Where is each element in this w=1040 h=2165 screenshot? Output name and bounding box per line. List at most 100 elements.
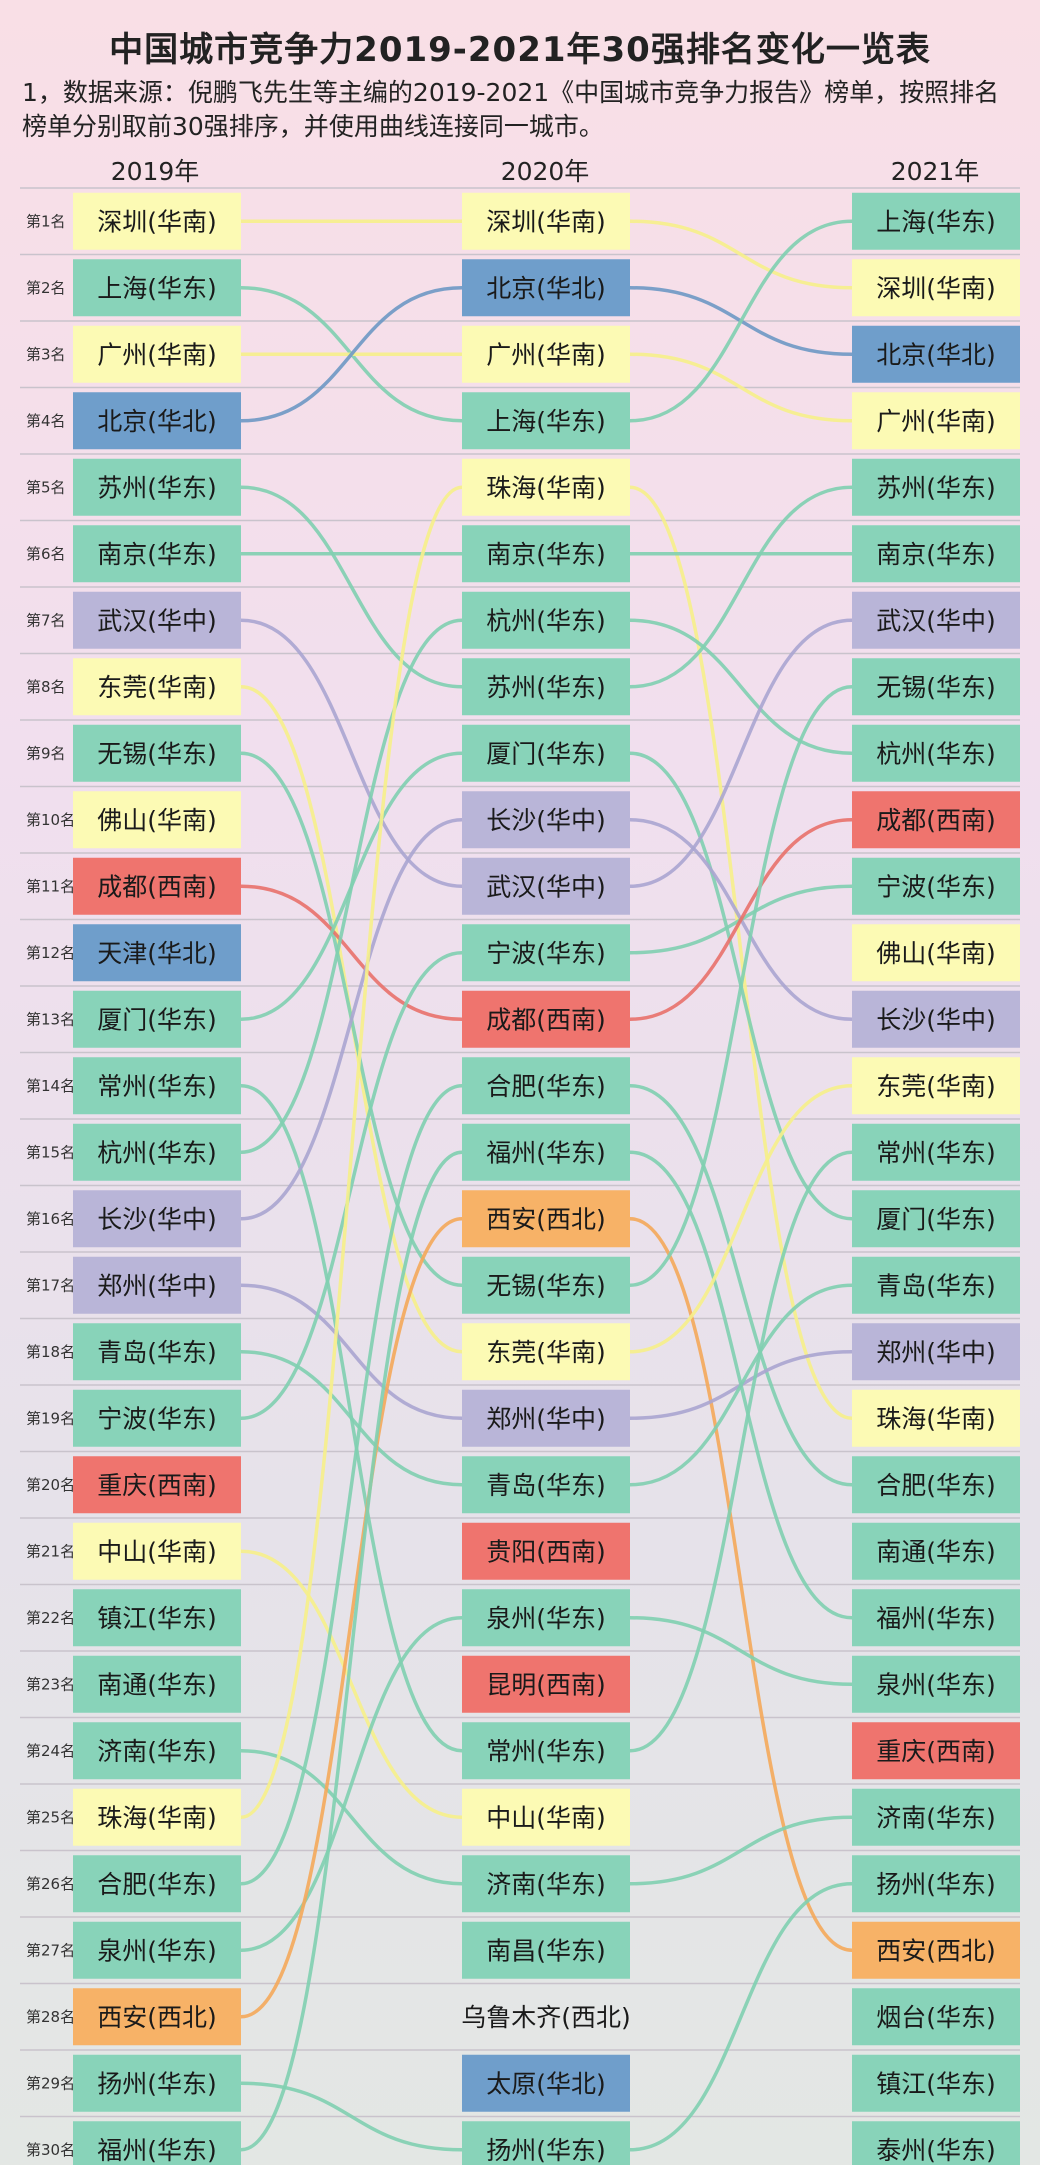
rank-label: 第4名: [26, 412, 66, 430]
city-label: 苏州(华东): [486, 673, 606, 702]
connector-苏州: [240, 485, 463, 689]
rank-label: 第6名: [26, 545, 66, 563]
city-box: 南通(华东): [73, 1655, 241, 1713]
city-label: 镇江(华东): [876, 2069, 996, 2098]
chart-subtitle: 1，数据来源：倪鹏飞先生等主编的2019-2021《中国城市竞争力报告》榜单，按…: [22, 78, 1000, 141]
city-label: 长沙(华中): [97, 1205, 217, 1234]
rank-label: 第5名: [26, 478, 66, 496]
connector-深圳: [629, 219, 853, 290]
city-box-bg: [73, 1389, 241, 1447]
city-box-bg: [73, 1921, 241, 1979]
city-box-bg: [73, 1722, 241, 1780]
city-box-bg: [852, 1855, 1020, 1913]
city-box-bg: [852, 1389, 1020, 1447]
rank-label: 第8名: [26, 678, 66, 696]
city-box: 常州(华东): [462, 1722, 630, 1780]
city-label: 中山(华南): [97, 1537, 217, 1566]
city-box: 东莞(华南): [73, 658, 241, 716]
city-box-bg: [462, 2121, 630, 2165]
city-box-bg: [73, 591, 241, 649]
city-box-bg: [462, 724, 630, 782]
city-box: 福州(华东): [462, 1123, 630, 1181]
connector-中山: [240, 1549, 463, 1819]
city-label: 南京(华东): [876, 540, 996, 569]
city-label: 宁波(华东): [876, 872, 996, 901]
city-box-bg: [852, 2121, 1020, 2165]
connector-西安: [240, 1217, 463, 2019]
city-box: 珠海(华南): [73, 1788, 241, 1846]
city-box: 青岛(华东): [462, 1456, 630, 1514]
city-box-bg: [852, 1722, 1020, 1780]
rank-label: 第24名: [26, 1742, 75, 1760]
city-box: 佛山(华南): [852, 924, 1020, 982]
city-box-bg: [852, 325, 1020, 383]
city-box: 东莞(华南): [852, 1057, 1020, 1115]
city-label: 扬州(华东): [97, 2069, 217, 2098]
city-box-bg: [73, 392, 241, 450]
city-label: 郑州(华中): [97, 1271, 217, 1300]
city-box: 太原(华北): [462, 2054, 630, 2112]
city-label: 厦门(华东): [876, 1205, 996, 1234]
connector-珠海: [629, 485, 853, 1420]
city-label: 郑州(华中): [876, 1338, 996, 1367]
connector-济南: [629, 1815, 853, 1886]
city-label: 深圳(华南): [876, 274, 996, 303]
rank-label: 第14名: [26, 1077, 75, 1095]
city-box-bg: [852, 990, 1020, 1048]
city-box: 中山(华南): [462, 1788, 630, 1846]
city-label: 东莞(华南): [486, 1338, 606, 1367]
city-label: 苏州(华东): [97, 473, 217, 502]
city-box-bg: [852, 591, 1020, 649]
city-box: 长沙(华中): [852, 990, 1020, 1048]
rank-label: 第30名: [26, 2141, 75, 2159]
city-label: 南京(华东): [97, 540, 217, 569]
rank-label: 第21名: [26, 1542, 75, 1560]
city-box: 珠海(华南): [462, 458, 630, 516]
rank-labels: 第1名第2名第3名第4名第5名第6名第7名第8名第9名第10名第11名第12名第…: [26, 212, 75, 2159]
city-box: 合肥(华东): [73, 1855, 241, 1913]
city-box: 深圳(华南): [73, 192, 241, 250]
year-header-2020: 2020年: [500, 157, 590, 186]
connector-成都: [240, 884, 463, 1021]
city-box-bg: [73, 1123, 241, 1181]
connector-北京: [240, 286, 463, 423]
rank-label: 第22名: [26, 1609, 75, 1627]
city-box-bg: [462, 1057, 630, 1115]
city-label: 成都(西南): [486, 1005, 606, 1034]
city-label: 苏州(华东): [876, 473, 996, 502]
city-label: 厦门(华东): [486, 739, 606, 768]
city-box-bg: [462, 1522, 630, 1580]
city-box-bg: [73, 1057, 241, 1115]
city-box: 西安(西北): [73, 1988, 241, 2046]
city-box: 中山(华南): [73, 1522, 241, 1580]
city-box-bg: [852, 724, 1020, 782]
city-label: 佛山(华南): [876, 939, 996, 968]
city-label: 成都(西南): [97, 872, 217, 901]
city-box: 南昌(华东): [462, 1921, 630, 1979]
city-box-bg: [462, 1190, 630, 1248]
connector-上海: [629, 219, 853, 423]
city-box-bg: [73, 1655, 241, 1713]
connector-武汉: [240, 618, 463, 888]
city-box-bg: [462, 990, 630, 1048]
city-label: 广州(华南): [486, 340, 606, 369]
city-label: 武汉(华中): [876, 606, 996, 635]
city-box: 青岛(华东): [73, 1323, 241, 1381]
city-box-bg: [852, 192, 1020, 250]
rank-label: 第2名: [26, 279, 66, 297]
city-box: 泰州(华东): [852, 2121, 1020, 2165]
city-box: 扬州(华东): [73, 2054, 241, 2112]
city-label: 福州(华东): [876, 1604, 996, 1633]
city-box: 郑州(华中): [73, 1256, 241, 1314]
city-box-bg: [852, 791, 1020, 849]
city-box: 无锡(华东): [852, 658, 1020, 716]
city-box-bg: [73, 1855, 241, 1913]
city-box: 合肥(华东): [852, 1456, 1020, 1514]
city-box: 乌鲁木齐(西北): [461, 2003, 631, 2032]
city-label: 扬州(华东): [876, 1870, 996, 1899]
city-box: 昆明(西南): [462, 1655, 630, 1713]
city-box-bg: [462, 791, 630, 849]
city-label: 武汉(华中): [97, 606, 217, 635]
rank-label: 第17名: [26, 1276, 75, 1294]
